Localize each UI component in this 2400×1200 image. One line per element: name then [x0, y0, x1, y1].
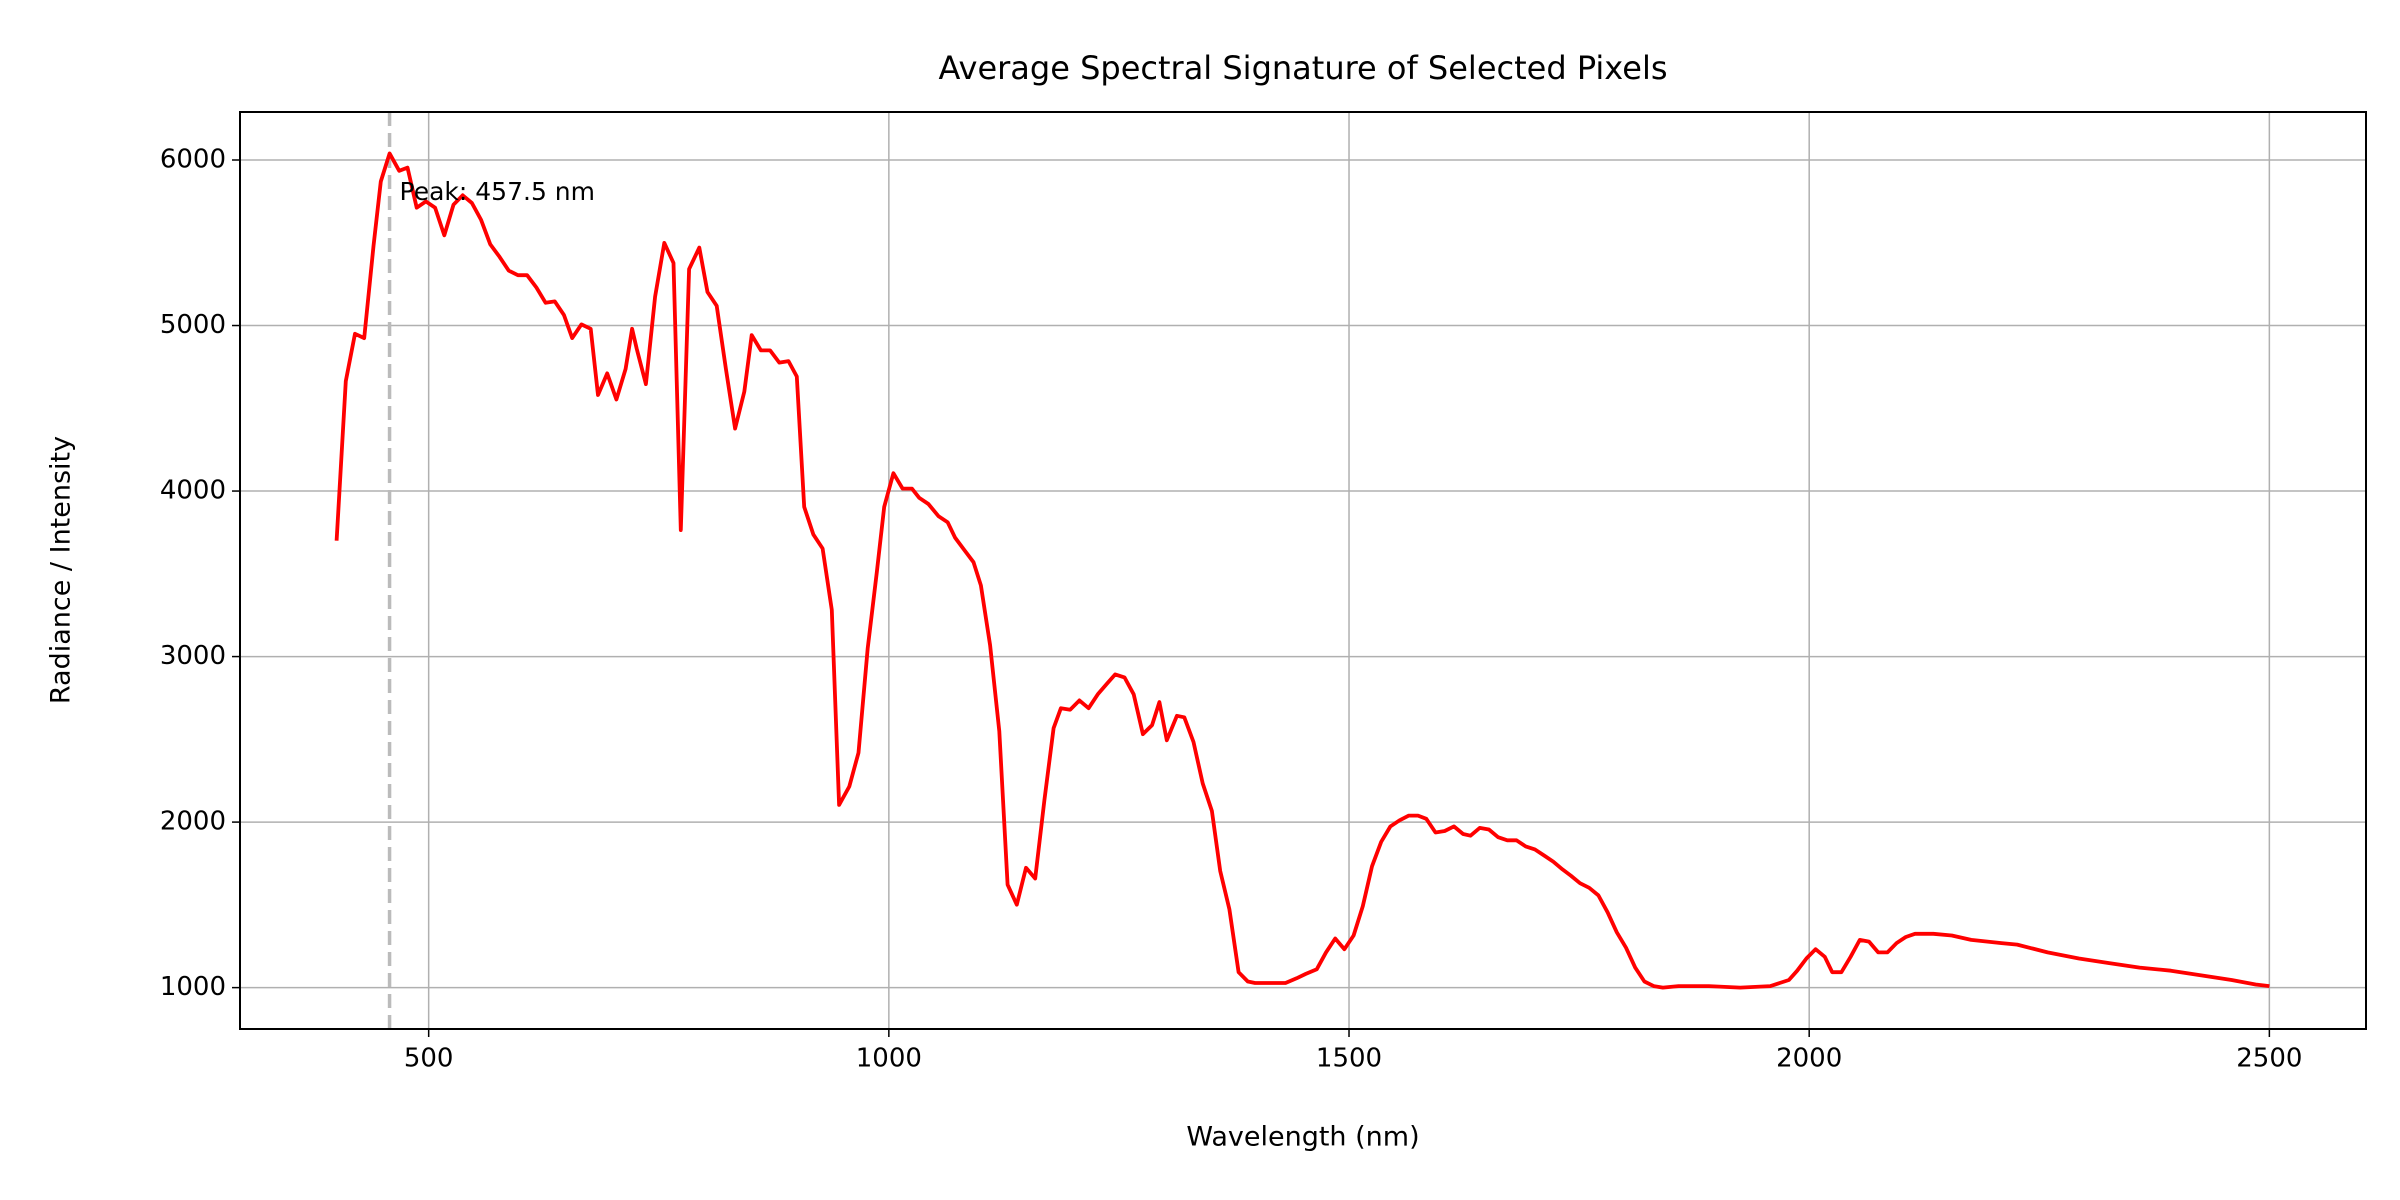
y-tick-label: 5000	[160, 310, 226, 340]
data-line	[334, 151, 2270, 990]
y-tick-label: 1000	[160, 972, 226, 1002]
y-tick-label: 6000	[160, 145, 226, 175]
peak-annotation: Peak: 457.5 nm	[400, 177, 595, 206]
x-tick-label: 2000	[1776, 1044, 1842, 1074]
y-tick-label: 2000	[160, 807, 226, 837]
chart-title: Average Spectral Signature of Selected P…	[939, 49, 1668, 87]
x-axis-label: Wavelength (nm)	[1186, 1122, 1419, 1153]
y-tick-label: 3000	[160, 641, 226, 671]
x-tick-label: 1500	[1316, 1044, 1382, 1074]
x-tick-label: 1000	[856, 1044, 922, 1074]
y-tick-label: 4000	[160, 476, 226, 506]
y-axis-label: Radiance / Intensity	[46, 436, 77, 704]
x-tick-label: 2500	[2236, 1044, 2302, 1074]
x-tick-label: 500	[404, 1044, 454, 1074]
plot-frame	[239, 111, 2367, 1030]
